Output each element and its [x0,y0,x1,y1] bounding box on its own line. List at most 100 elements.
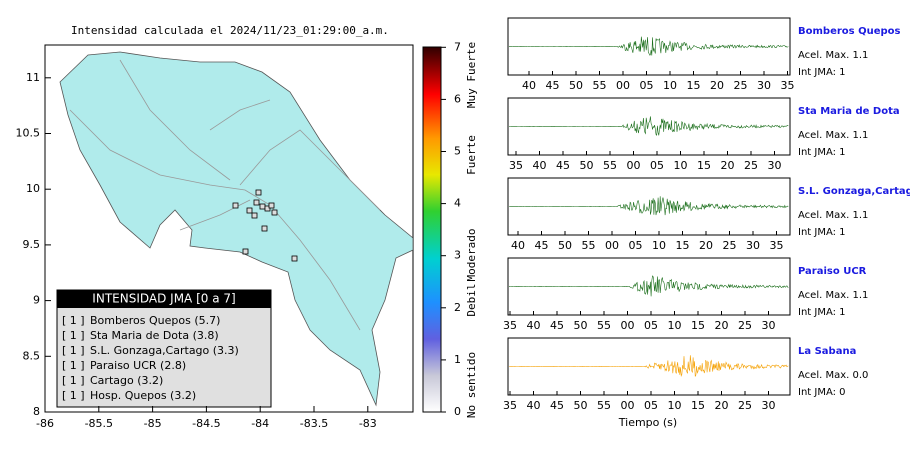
colorbar-label: Debil [465,283,478,316]
x-tick-label: -83 [359,417,377,430]
seismogram-tick-label: 50 [580,159,594,172]
seismogram-tick-label: 50 [558,239,572,252]
seismogram-tick-label: 40 [533,159,547,172]
seismogram-tick-label: 25 [738,319,752,332]
seismogram-tick-label: 35 [781,79,795,92]
station-name: S.L. Gonzaga,Cartago [798,186,910,197]
stations [232,189,298,262]
y-tick-label: 10 [26,182,40,195]
legend-title: INTENSIDAD JMA [0 a 7] [92,292,235,306]
max-accel: Acel. Max. 1.1 [798,50,868,61]
y-tick-label: 8 [33,405,40,418]
seismogram-tick-label: 05 [629,239,643,252]
legend-label: Paraiso UCR (2.8) [90,359,186,372]
colorbar-tick-label: 1 [454,353,461,366]
seismogram-tick-label: 40 [511,239,525,252]
seismogram-tick-label: 15 [691,399,705,412]
legend-label: Bomberos Quepos (5.7) [90,314,220,327]
colorbar-label: Moderado [465,229,478,282]
station-name: Sta Maria de Dota [798,106,900,117]
roads [69,59,381,331]
seismogram-tick-label: 05 [644,399,658,412]
colorbar-tick-label: 5 [454,145,461,158]
seismogram-tick-label: 20 [721,159,735,172]
seismogram-tick-label: 35 [770,239,784,252]
seismogram-tick-label: 40 [522,79,536,92]
seismogram-tick-label: 45 [546,79,560,92]
seismogram-tick-label: 55 [597,399,611,412]
seismogram-tick-label: 15 [691,319,705,332]
colorbar-tick-label: 7 [454,40,461,53]
seismogram-tick-label: 35 [503,399,517,412]
seismogram-tick-label: 30 [757,79,771,92]
jma-intensity: Int JMA: 0 [798,387,846,398]
max-accel: Acel. Max. 1.1 [798,130,868,141]
seismogram-tick-label: 25 [723,239,737,252]
waveform [509,196,789,216]
seismogram-tick-label: 55 [593,79,607,92]
colorbar-label: No sentido [465,352,478,418]
seismogram-tick-label: 05 [644,319,658,332]
seismogram-tick-label: 45 [550,319,564,332]
colorbar-tick-label: 3 [454,249,461,262]
colorbar-tick-label: 2 [454,301,461,314]
colorbar-tick-label: 4 [454,197,461,210]
x-axis-label: Tiempo (s) [618,416,677,429]
seismogram-tick-label: 50 [569,79,583,92]
legend-label: S.L. Gonzaga,Cartago (3.3) [90,344,239,357]
seismogram-tick-label: 00 [621,319,635,332]
legend-label: Sta Maria de Dota (3.8) [90,329,219,342]
seismogram-tick-label: 05 [640,79,654,92]
country [59,51,413,407]
seismogram-tick-label: 25 [738,399,752,412]
seismogram-tick-label: 40 [527,319,541,332]
y-tick-label: 10.5 [16,127,41,140]
seismogram-tick-label: 35 [509,159,523,172]
legend-intensity: [ 1 ] [62,329,85,342]
legend-intensity: [ 1 ] [62,344,85,357]
station-name: Bomberos Quepos [798,26,901,37]
x-tick-label: -85 [144,417,162,430]
x-tick-label: -84.5 [192,417,220,430]
colorbar-label: Muy Fuerte [465,42,478,108]
seismogram-tick-label: 00 [627,159,641,172]
legend-box [56,289,272,408]
jma-intensity: Int JMA: 1 [798,227,846,238]
seismogram-tick-label: 10 [668,399,682,412]
seismogram-tick-label: 55 [597,319,611,332]
y-tick-label: 11 [26,71,40,84]
jma-intensity: Int JMA: 1 [798,67,846,78]
x-tick-label: -84 [251,417,269,430]
waveform [509,275,789,297]
seismogram-tick-label: 00 [616,79,630,92]
jma-intensity: Int JMA: 1 [798,307,846,318]
legend-intensity: [ 1 ] [62,389,85,402]
seismogram-tick-label: 10 [663,79,677,92]
seismogram-tick-label: 40 [527,399,541,412]
waveform [508,36,789,56]
x-tick-label: -86 [36,417,54,430]
seismogram-tick-label: 50 [574,319,588,332]
waveform [508,116,789,136]
max-accel: Acel. Max. 0.0 [798,370,868,381]
seismogram-tick-label: 00 [621,399,635,412]
colorbar-tick-label: 0 [454,405,461,418]
seismogram-tick-label: 00 [605,239,619,252]
x-tick-label: -85.5 [85,417,113,430]
seismogram-tick-label: 35 [503,319,517,332]
colorbar-label: Fuerte [465,135,478,175]
max-accel: Acel. Max. 1.1 [798,290,868,301]
legend-entries: [ 1 ] Bomberos Quepos (5.7) [ 1 ] Sta Maria… [62,314,239,402]
waveform [509,355,789,377]
seismogram-tick-label: 10 [668,319,682,332]
seismogram-tick-label: 30 [762,319,776,332]
station-name: La Sabana [798,346,856,357]
legend-label: Hosp. Quepos (3.2) [90,389,196,402]
seismogram-tick-label: 20 [715,399,729,412]
legend-header [57,290,271,308]
y-tick-label: 9 [33,294,40,307]
seismogram-tick-label: 30 [746,239,760,252]
max-accel: Acel. Max. 1.1 [798,210,868,221]
seismogram-tick-label: 45 [535,239,549,252]
